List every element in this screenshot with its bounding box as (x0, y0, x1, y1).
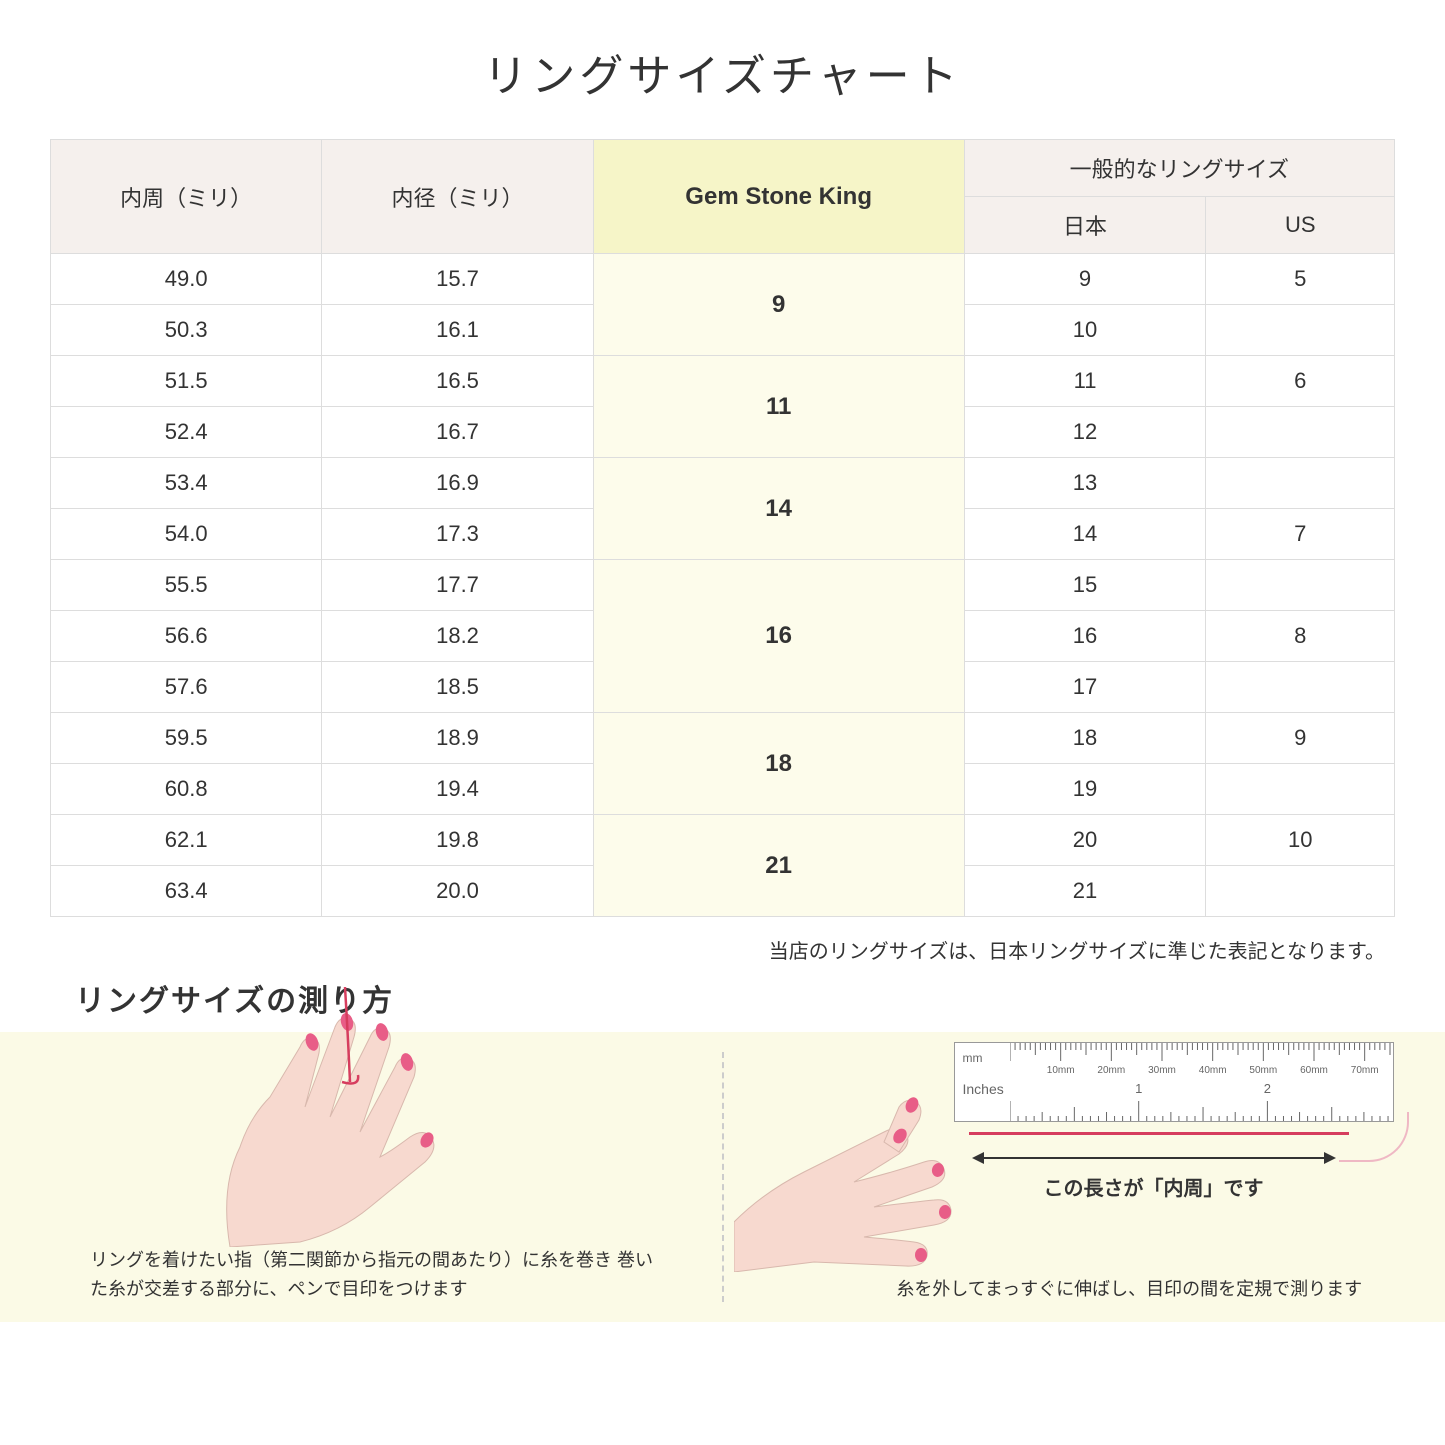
table-row: 62.119.8212010 (51, 815, 1395, 866)
cell-us: 6 (1206, 356, 1395, 407)
header-japan: 日本 (964, 197, 1206, 254)
cell-us (1206, 662, 1395, 713)
panel-wrap-thread: リングを着けたい指（第二関節から指元の間あたり）に糸を巻き 巻いた糸が交差する部… (0, 1032, 722, 1322)
table-row: 49.015.7995 (51, 254, 1395, 305)
cell-circumference: 52.4 (51, 407, 322, 458)
table-row: 53.416.91413 (51, 458, 1395, 509)
cell-gsk: 16 (593, 560, 964, 713)
cell-diameter: 18.2 (322, 611, 593, 662)
cell-us (1206, 560, 1395, 611)
cell-us (1206, 764, 1395, 815)
panel-measure-ruler: mm Inches 10mm20mm30mm40mm50mm60mm70mm12… (724, 1032, 1445, 1322)
header-general-group: 一般的なリングサイズ (964, 140, 1394, 197)
ruler-ticks: 10mm 20mm 30mm 40mm 50mm 60mm 70mm 1 2 (1010, 1043, 1445, 1121)
header-diameter: 内径（ミリ） (322, 140, 593, 254)
cell-japan: 17 (964, 662, 1206, 713)
cell-diameter: 16.7 (322, 407, 593, 458)
cell-us: 10 (1206, 815, 1395, 866)
cell-japan: 13 (964, 458, 1206, 509)
cell-japan: 9 (964, 254, 1206, 305)
cell-circumference: 53.4 (51, 458, 322, 509)
cell-diameter: 20.0 (322, 866, 593, 917)
thread-curl (1339, 1112, 1409, 1162)
cell-circumference: 49.0 (51, 254, 322, 305)
svg-text:70mm: 70mm (1350, 1065, 1378, 1076)
cell-diameter: 19.8 (322, 815, 593, 866)
header-circumference: 内周（ミリ） (51, 140, 322, 254)
cell-circumference: 50.3 (51, 305, 322, 356)
cell-us (1206, 407, 1395, 458)
svg-text:40mm: 40mm (1198, 1065, 1226, 1076)
cell-us: 7 (1206, 509, 1395, 560)
caption-left: リングを着けたい指（第二関節から指元の間あたり）に糸を巻き 巻いた糸が交差する部… (90, 1246, 662, 1304)
cell-circumference: 51.5 (51, 356, 322, 407)
ruler: mm Inches 10mm20mm30mm40mm50mm60mm70mm12 (954, 1042, 1394, 1122)
cell-us (1206, 866, 1395, 917)
cell-us (1206, 458, 1395, 509)
cell-diameter: 19.4 (322, 764, 593, 815)
table-note: 当店のリングサイズは、日本リングサイズに準じた表記となります。 (50, 935, 1395, 964)
caption-right: 糸を外してまっすぐに伸ばし、目印の間を定規で測ります (844, 1275, 1416, 1304)
cell-gsk: 18 (593, 713, 964, 815)
cell-japan: 14 (964, 509, 1206, 560)
svg-text:10mm: 10mm (1046, 1065, 1074, 1076)
svg-text:1: 1 (1135, 1081, 1142, 1096)
thread-line (969, 1132, 1349, 1135)
measure-arrow (974, 1157, 1334, 1159)
ruler-mm-label: mm (963, 1051, 983, 1065)
arrow-label: この長さが「内周」です (974, 1172, 1334, 1201)
cell-japan: 11 (964, 356, 1206, 407)
cell-circumference: 63.4 (51, 866, 322, 917)
cell-us: 8 (1206, 611, 1395, 662)
svg-text:30mm: 30mm (1148, 1065, 1176, 1076)
cell-circumference: 57.6 (51, 662, 322, 713)
measure-infographic: リングを着けたい指（第二関節から指元の間あたり）に糸を巻き 巻いた糸が交差する部… (0, 1032, 1445, 1322)
cell-diameter: 16.9 (322, 458, 593, 509)
cell-gsk: 11 (593, 356, 964, 458)
cell-circumference: 54.0 (51, 509, 322, 560)
cell-japan: 20 (964, 815, 1206, 866)
svg-text:60mm: 60mm (1300, 1065, 1328, 1076)
cell-gsk: 21 (593, 815, 964, 917)
cell-gsk: 9 (593, 254, 964, 356)
cell-circumference: 55.5 (51, 560, 322, 611)
cell-japan: 12 (964, 407, 1206, 458)
ring-size-table: 内周（ミリ） 内径（ミリ） Gem Stone King 一般的なリングサイズ … (50, 139, 1395, 917)
cell-diameter: 18.9 (322, 713, 593, 764)
hand-illustration (170, 987, 470, 1247)
cell-japan: 21 (964, 866, 1206, 917)
cell-circumference: 62.1 (51, 815, 322, 866)
cell-diameter: 16.1 (322, 305, 593, 356)
page-title: リングサイズチャート (50, 40, 1395, 104)
cell-japan: 16 (964, 611, 1206, 662)
cell-us (1206, 305, 1395, 356)
cell-us: 9 (1206, 713, 1395, 764)
svg-text:50mm: 50mm (1249, 1065, 1277, 1076)
table-row: 51.516.511116 (51, 356, 1395, 407)
cell-circumference: 60.8 (51, 764, 322, 815)
cell-diameter: 15.7 (322, 254, 593, 305)
cell-japan: 19 (964, 764, 1206, 815)
cell-japan: 15 (964, 560, 1206, 611)
table-row: 59.518.918189 (51, 713, 1395, 764)
cell-japan: 18 (964, 713, 1206, 764)
cell-circumference: 56.6 (51, 611, 322, 662)
header-us: US (1206, 197, 1395, 254)
cell-diameter: 18.5 (322, 662, 593, 713)
cell-diameter: 17.7 (322, 560, 593, 611)
svg-text:2: 2 (1263, 1081, 1270, 1096)
header-gsk: Gem Stone King (593, 140, 964, 254)
hand-right-illustration (734, 1092, 1014, 1272)
cell-circumference: 59.5 (51, 713, 322, 764)
table-row: 55.517.71615 (51, 560, 1395, 611)
cell-diameter: 17.3 (322, 509, 593, 560)
cell-us: 5 (1206, 254, 1395, 305)
svg-text:20mm: 20mm (1097, 1065, 1125, 1076)
cell-diameter: 16.5 (322, 356, 593, 407)
cell-japan: 10 (964, 305, 1206, 356)
cell-gsk: 14 (593, 458, 964, 560)
